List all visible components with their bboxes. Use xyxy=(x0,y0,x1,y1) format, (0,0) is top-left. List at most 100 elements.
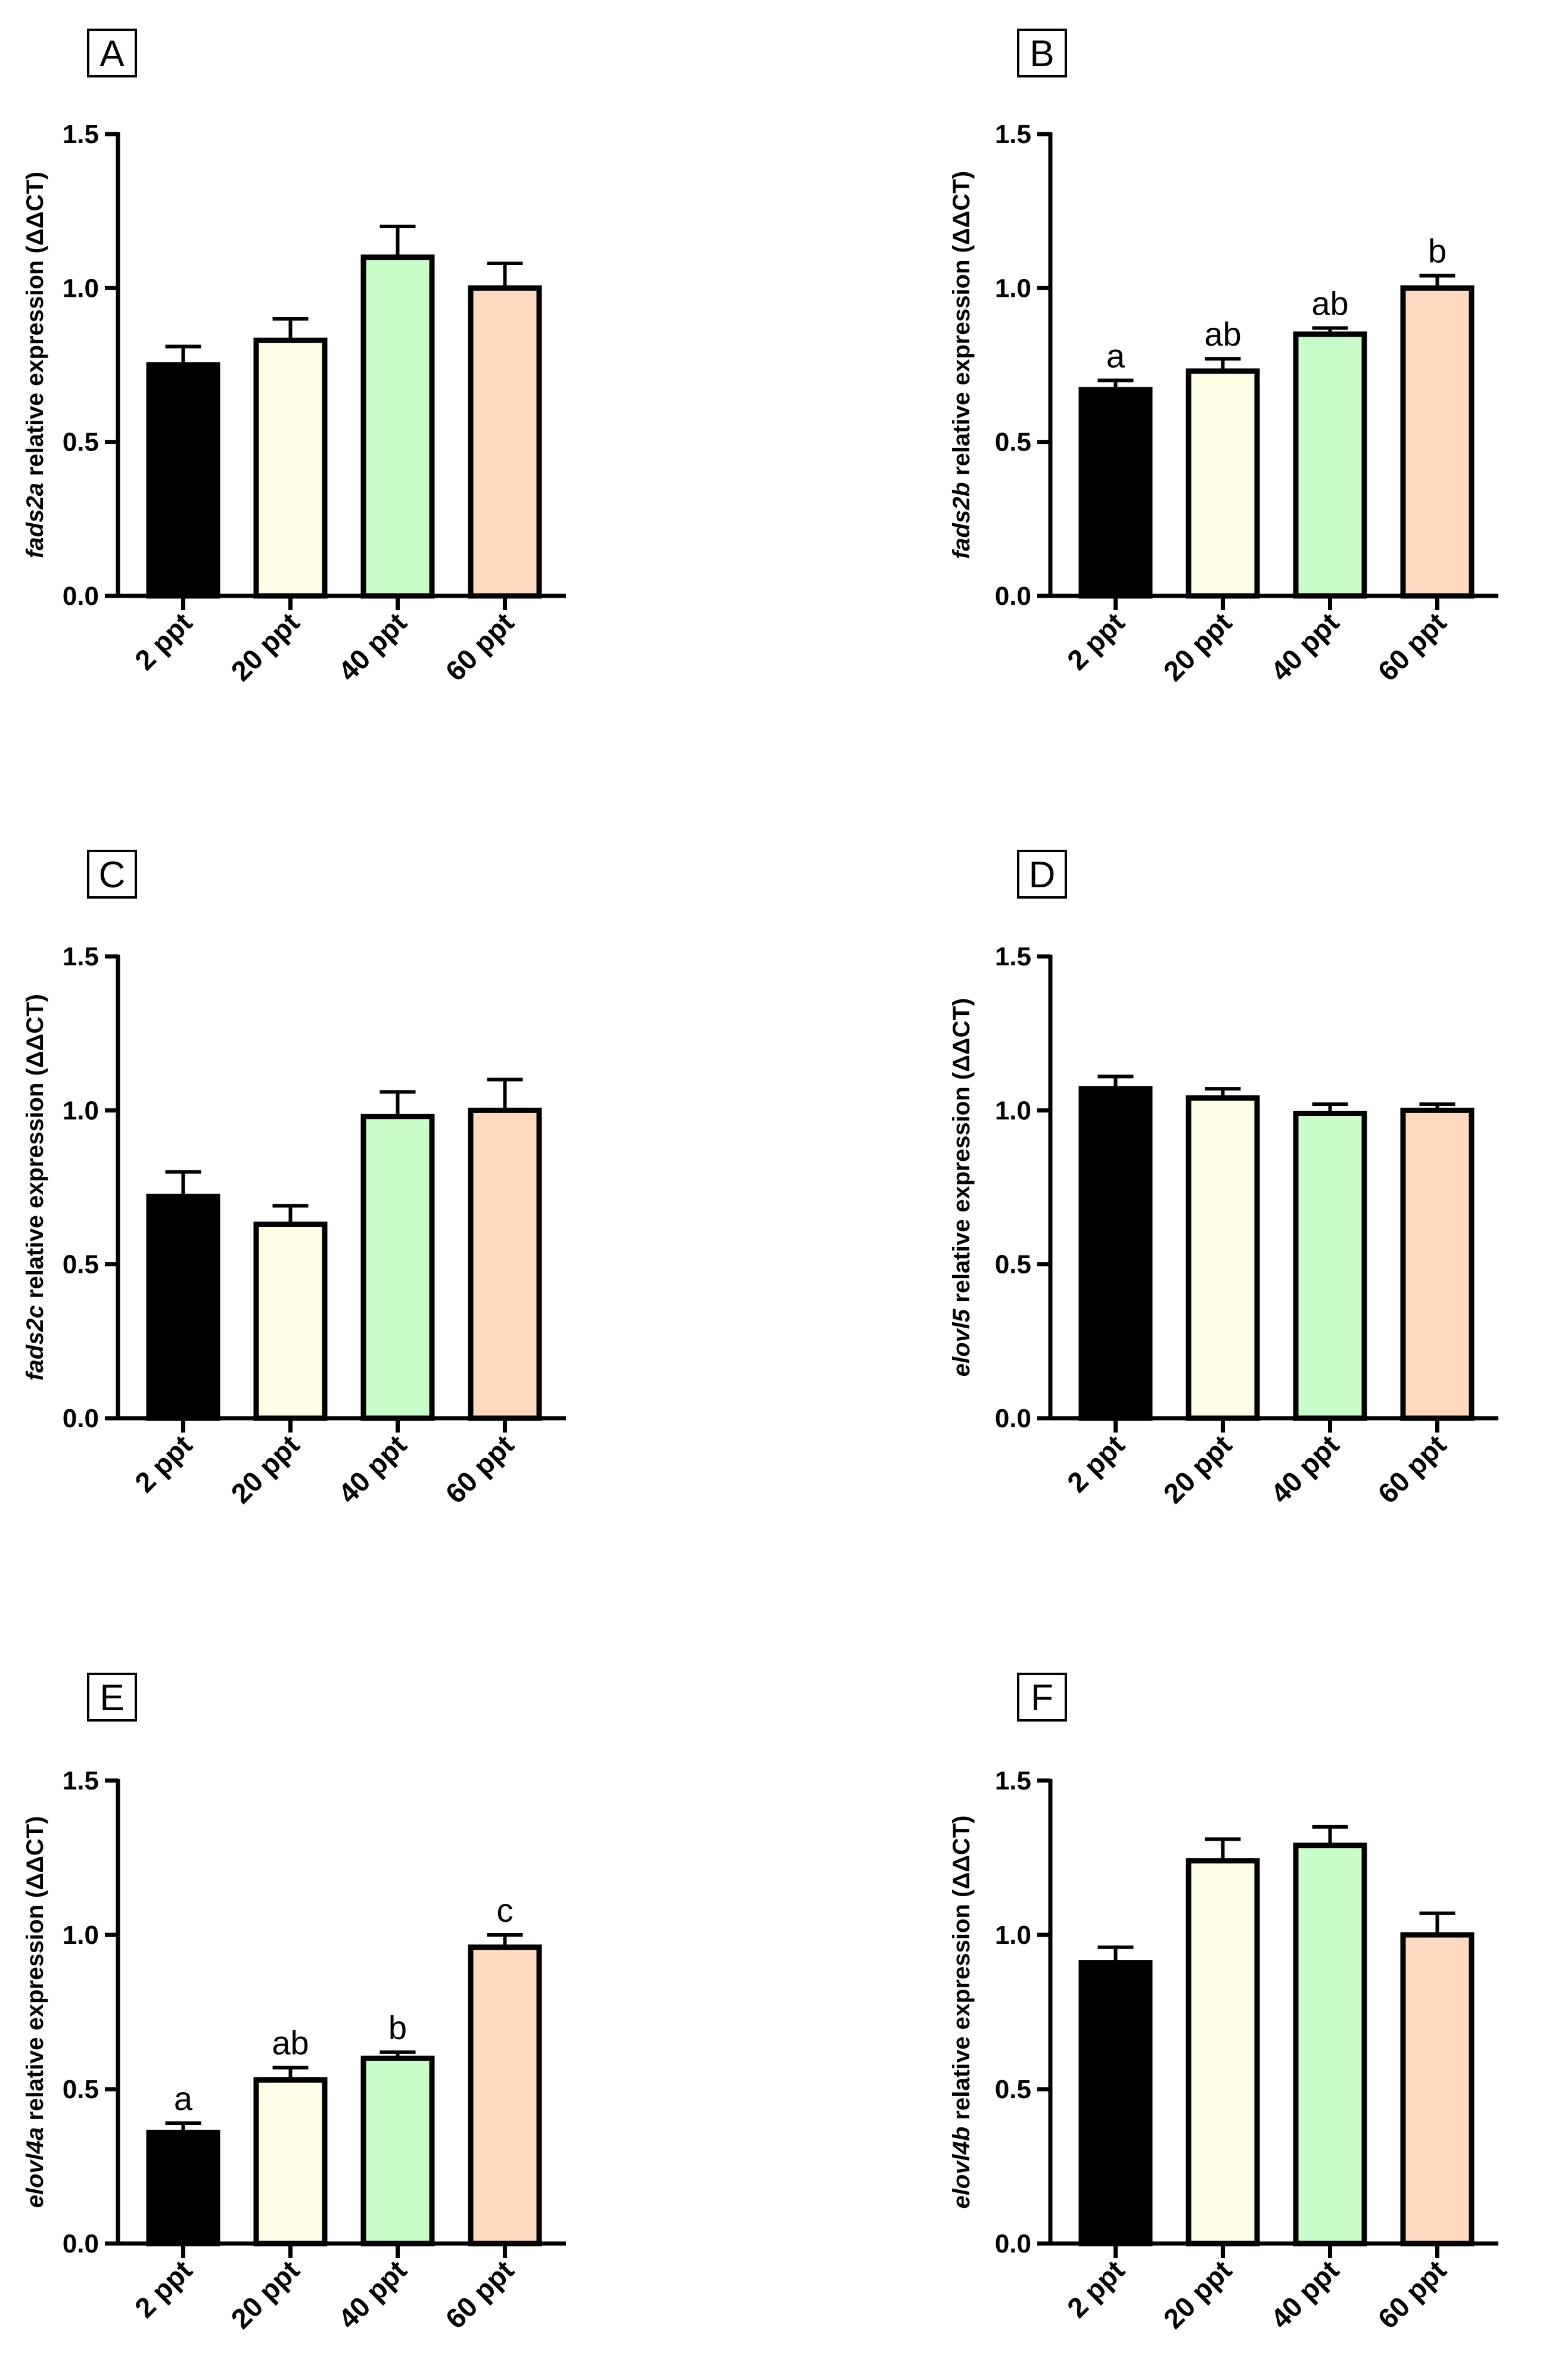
y-tick-label: 0.0 xyxy=(995,1404,1031,1433)
x-tick-label: 40 ppt xyxy=(332,2254,413,2335)
bar-40-ppt xyxy=(1293,1843,1367,2247)
y-axis-label-suffix: relative expression (ΔΔCT) xyxy=(22,172,48,483)
x-tick-label: 60 ppt xyxy=(1371,2254,1452,2335)
bar-40-ppt xyxy=(1293,331,1367,599)
gene-name: fads2b xyxy=(948,482,975,559)
significance-letter: ab xyxy=(272,2024,309,2062)
gene-name: elovl5 xyxy=(948,1309,975,1377)
x-tick-label: 60 ppt xyxy=(439,2254,520,2335)
x-tick-label: 2 ppt xyxy=(1061,2254,1131,2323)
bar-60-ppt xyxy=(1400,1932,1475,2247)
x-tick-label: 40 ppt xyxy=(1264,2254,1345,2335)
bar-20-ppt xyxy=(253,2077,328,2247)
panel-label-box: D xyxy=(1017,850,1067,899)
significance-letter: b xyxy=(388,2009,407,2046)
bar-60-ppt xyxy=(1400,1107,1475,1421)
x-tick-label: 20 ppt xyxy=(1157,606,1238,687)
bar-20-ppt xyxy=(253,1222,328,1421)
x-tick-label: 60 ppt xyxy=(439,1428,520,1509)
x-tick-label: 60 ppt xyxy=(1371,606,1452,687)
x-tick-label: 40 ppt xyxy=(1264,1428,1345,1509)
panel-label: B xyxy=(1029,33,1054,74)
x-tick-label: 20 ppt xyxy=(225,1428,306,1509)
y-tick-label: 1.5 xyxy=(63,120,99,149)
y-tick-label: 1.0 xyxy=(995,1921,1031,1950)
x-tick-label: 60 ppt xyxy=(1371,1428,1452,1509)
bar-20-ppt xyxy=(1186,1858,1260,2247)
bar-2-ppt xyxy=(146,2130,220,2247)
y-tick-label: 1.0 xyxy=(63,1921,99,1950)
panel-label: A xyxy=(99,33,125,74)
y-axis-label-suffix: relative expression (ΔΔCT) xyxy=(22,994,48,1305)
bar-60-ppt xyxy=(468,1944,542,2247)
x-tick-label: 2 ppt xyxy=(129,2254,198,2323)
bar-40-ppt xyxy=(360,254,435,599)
panel-label-box: A xyxy=(87,29,137,77)
bar-60-ppt xyxy=(468,1107,542,1421)
y-tick-label: 1.5 xyxy=(63,1766,99,1795)
y-tick-label: 1.5 xyxy=(995,120,1031,149)
gene-name: elovl4b xyxy=(948,2127,975,2209)
panel-label: F xyxy=(1031,1677,1053,1719)
x-tick-label: 60 ppt xyxy=(439,606,520,687)
panel-label: C xyxy=(99,855,126,896)
panel-label-frame xyxy=(87,850,137,899)
panel-label-frame xyxy=(1017,29,1067,77)
bar-40-ppt xyxy=(1293,1111,1367,1421)
y-tick-label: 1.0 xyxy=(995,1096,1031,1125)
panel-label-box: F xyxy=(1017,1673,1067,1722)
y-axis-label-suffix: relative expression (ΔΔCT) xyxy=(948,1816,975,2127)
panel-label-box: B xyxy=(1017,29,1067,77)
y-tick-label: 0.5 xyxy=(995,1250,1031,1279)
y-tick-label: 1.5 xyxy=(63,942,99,971)
gene-name: fads2c xyxy=(22,1305,48,1381)
bar-60-ppt xyxy=(468,285,542,599)
x-tick-label: 40 ppt xyxy=(332,606,413,687)
x-tick-label: 2 ppt xyxy=(1061,1428,1131,1498)
panel-label: D xyxy=(1029,855,1056,896)
x-tick-label: 40 ppt xyxy=(332,1428,413,1509)
y-tick-label: 0.5 xyxy=(995,428,1031,457)
y-axis-label-suffix: relative expression (ΔΔCT) xyxy=(948,171,975,482)
y-tick-label: 1.0 xyxy=(63,1096,99,1125)
panel-label-frame xyxy=(87,29,137,77)
bar-40-ppt xyxy=(360,2055,435,2247)
panel-label: E xyxy=(99,1677,124,1719)
bar-20-ppt xyxy=(1186,1095,1260,1421)
significance-letter: a xyxy=(1106,337,1125,374)
significance-letter: ab xyxy=(1204,315,1241,353)
y-axis-label: elovl4b relative expression (ΔΔCT) xyxy=(948,1816,975,2209)
y-axis-label: elovl4a relative expression (ΔΔCT) xyxy=(22,1816,48,2208)
x-tick-label: 20 ppt xyxy=(225,2254,306,2335)
x-tick-label: 2 ppt xyxy=(1061,606,1131,676)
y-tick-label: 1.0 xyxy=(995,274,1031,303)
x-tick-label: 20 ppt xyxy=(1157,1428,1238,1509)
panel-label-frame xyxy=(87,1673,137,1722)
y-axis-label: fads2c relative expression (ΔΔCT) xyxy=(22,994,48,1381)
significance-letter: b xyxy=(1428,232,1447,270)
panel-label-frame xyxy=(1017,850,1067,899)
y-tick-label: 1.5 xyxy=(995,942,1031,971)
bar-2-ppt xyxy=(1078,1960,1153,2247)
x-tick-label: 20 ppt xyxy=(1157,2254,1238,2335)
gene-name: elovl4a xyxy=(22,2127,48,2208)
y-axis-label: fads2a relative expression (ΔΔCT) xyxy=(22,172,48,558)
bar-2-ppt xyxy=(146,1194,220,1421)
y-axis-label-suffix: relative expression (ΔΔCT) xyxy=(948,998,975,1309)
bar-20-ppt xyxy=(253,337,328,599)
bar-60-ppt xyxy=(1400,285,1475,599)
y-tick-label: 0.0 xyxy=(995,2229,1031,2258)
x-tick-label: 20 ppt xyxy=(225,606,306,687)
panel-label-frame xyxy=(1017,1673,1067,1722)
y-tick-label: 0.0 xyxy=(63,582,99,611)
x-tick-label: 2 ppt xyxy=(129,1428,198,1498)
panel-label-box: C xyxy=(87,850,137,899)
y-tick-label: 0.0 xyxy=(995,582,1031,611)
bar-2-ppt xyxy=(146,362,220,599)
